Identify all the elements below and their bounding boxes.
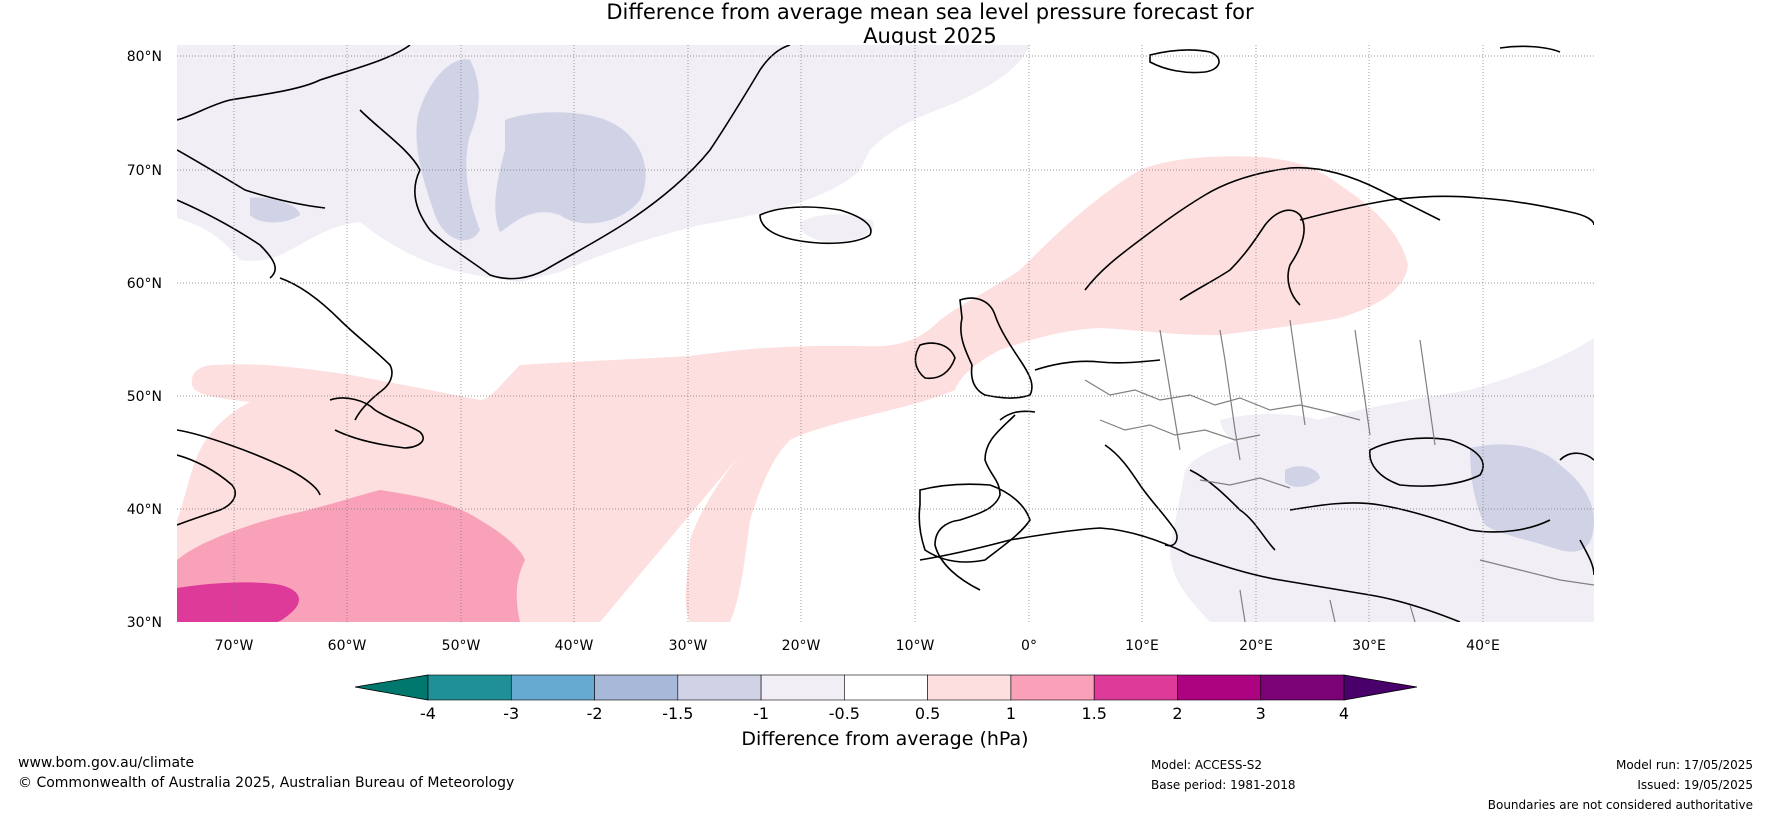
colorbar-bin <box>760 674 845 701</box>
colorbar-over-arrow <box>1343 674 1418 701</box>
longitude-labels: 70°W 60°W 50°W 40°W 30°W 20°W 10°W 0° 10… <box>215 638 1500 654</box>
colorbar-tick-label: -0.5 <box>829 704 860 723</box>
colorbar-bin <box>594 674 679 701</box>
colorbar-bin <box>1093 674 1178 701</box>
anomaly-region-lavender-east <box>1170 338 1594 622</box>
coastlines <box>177 45 1594 622</box>
anomaly-region-lavender-iceland <box>799 214 874 242</box>
colorbar-bin <box>1260 674 1345 701</box>
lon-label: 40°W <box>555 638 594 654</box>
colorbar-tick-label: -1 <box>753 704 769 723</box>
anomaly-region-blue-balkans <box>1285 466 1320 487</box>
title-line-2: August 2025 <box>863 24 997 48</box>
colorbar-tick-label: 2 <box>1172 704 1182 723</box>
lon-label: 30°E <box>1352 638 1386 654</box>
colorbar-under-arrow <box>354 674 429 701</box>
anomaly-region-blue-greenland-1 <box>416 59 480 241</box>
lat-label: 50°N <box>127 389 162 405</box>
lon-label: 40°E <box>1466 638 1500 654</box>
anomaly-region-blue-greenland-2 <box>495 112 646 232</box>
footer-model-run: Model run: 17/05/2025 <box>1615 758 1753 772</box>
colorbar-tick-label: 1 <box>1006 704 1016 723</box>
footer-model: Model: ACCESS-S2 <box>1151 758 1263 772</box>
footer-site-link[interactable]: www.bom.gov.au/climate <box>18 755 195 771</box>
colorbar-bin <box>510 674 595 701</box>
footer-copyright: © Commonwealth of Australia 2025, Austra… <box>18 775 515 791</box>
map-title: Difference from average mean sea level p… <box>0 0 1770 48</box>
lon-label: 70°W <box>215 638 254 654</box>
anomaly-region-blue-caspian <box>1470 444 1594 552</box>
colorbar-bin <box>427 674 512 701</box>
anomaly-region-lavender-europe <box>1220 414 1320 449</box>
lon-label: 30°W <box>669 638 708 654</box>
colorbar-tick-label: -3 <box>503 704 519 723</box>
lat-label: 30°N <box>127 615 162 631</box>
anomaly-region-magenta <box>177 582 299 622</box>
footer-disclaimer: Boundaries are not considered authoritat… <box>1487 798 1753 812</box>
colorbar-bin <box>1010 674 1095 701</box>
colorbar-tick-label: 4 <box>1339 704 1349 723</box>
anomaly-region-blue-labrador <box>250 197 300 223</box>
lon-label: 10°W <box>896 638 935 654</box>
graticule <box>177 45 1594 622</box>
lat-label: 60°N <box>127 276 162 292</box>
lon-label: 20°E <box>1239 638 1273 654</box>
footer-base-period: Base period: 1981-2018 <box>1151 778 1296 792</box>
lon-label: 20°W <box>782 638 821 654</box>
lon-label: 50°W <box>442 638 481 654</box>
colorbar-bin <box>1177 674 1262 701</box>
colorbar-tick-label: 3 <box>1256 704 1266 723</box>
lon-label: 10°E <box>1125 638 1159 654</box>
lon-label: 60°W <box>328 638 367 654</box>
colorbar-tick-label: 0.5 <box>915 704 940 723</box>
lat-label: 40°N <box>127 502 162 518</box>
lon-label: 0° <box>1021 638 1037 654</box>
colorbar-bin <box>844 674 928 701</box>
title-line-1: Difference from average mean sea level p… <box>606 0 1254 24</box>
colorbar-tick-label: -2 <box>587 704 603 723</box>
colorbar-tick-label: 1.5 <box>1081 704 1106 723</box>
colorbar-bin <box>927 674 1012 701</box>
colorbar-title: Difference from average (hPa) <box>741 728 1029 750</box>
latitude-labels: 80°N 70°N 60°N 50°N 40°N 30°N <box>127 49 162 631</box>
colorbar-bin <box>677 674 762 701</box>
country-borders <box>1084 319 1594 622</box>
colorbar-tick-label: -1.5 <box>662 704 693 723</box>
lat-label: 70°N <box>127 163 162 179</box>
colorbar-tick-label: -4 <box>420 704 436 723</box>
lat-label: 80°N <box>127 49 162 65</box>
colorbar: -4 -3 -2 -1.5 -1 -0.5 0.5 1 1.5 2 3 4 <box>354 674 1418 723</box>
footer-issued: Issued: 19/05/2025 <box>1637 778 1753 792</box>
